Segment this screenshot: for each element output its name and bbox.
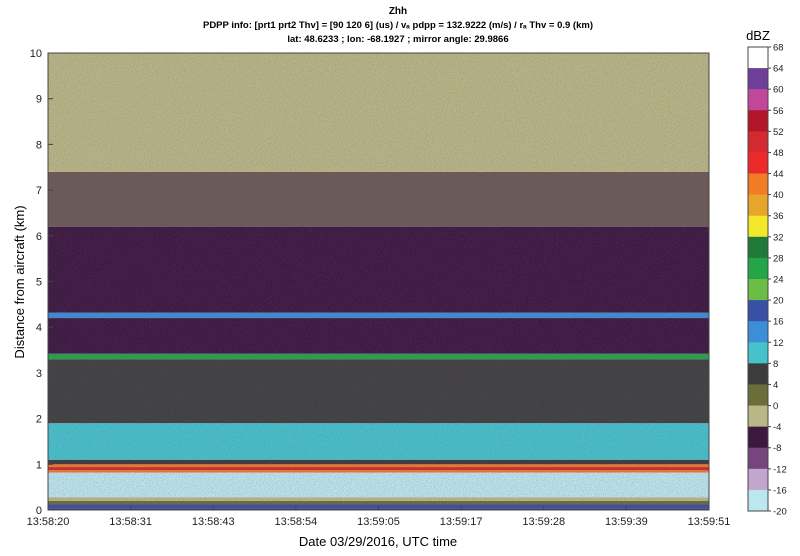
colorbar-tick-label: 16: [773, 317, 784, 328]
colorbar-swatch: [748, 300, 768, 322]
colorbar-swatch: [748, 131, 768, 153]
colorbar-tick-label: 60: [773, 85, 784, 96]
colorbar-swatch: [748, 68, 768, 90]
y-tick-label: 6: [36, 231, 42, 243]
colorbar-swatch: [748, 384, 768, 406]
y-tick-label: 8: [36, 139, 42, 151]
colorbar-swatch: [748, 279, 768, 301]
colorbar-swatch: [748, 47, 768, 69]
x-tick-label: 13:58:20: [27, 516, 70, 528]
colorbar-tick-label: -16: [773, 485, 787, 496]
colorbar-swatch: [748, 215, 768, 238]
colorbar-swatch: [748, 194, 768, 217]
colorbar-tick-label: -8: [773, 443, 781, 454]
colorbar-tick-label: -4: [773, 422, 781, 433]
y-tick-label: 3: [36, 368, 42, 380]
colorbar-tick-label: 8: [773, 359, 778, 370]
colorbar-tick-label: 24: [773, 275, 784, 286]
y-tick-label: 9: [36, 94, 42, 106]
y-tick-label: 0: [36, 505, 42, 517]
colorbar-swatch: [748, 257, 768, 280]
colorbar-tick-label: 32: [773, 232, 784, 243]
chart-title: Zhh: [389, 6, 407, 17]
y-tick-label: 2: [36, 414, 42, 426]
heatmap-texture: [48, 53, 709, 510]
x-axis-label: Date 03/29/2016, UTC time: [299, 534, 457, 549]
colorbar-tick-label: 4: [773, 380, 778, 391]
colorbar-swatch: [748, 363, 768, 385]
colorbar-swatch: [748, 342, 768, 364]
y-tick-label: 4: [36, 322, 42, 334]
colorbar-tick-label: -20: [773, 507, 787, 518]
y-tick-label: 1: [36, 459, 42, 471]
colorbar-swatch: [748, 173, 768, 195]
colorbar-swatch: [748, 110, 768, 132]
colorbar-tick-label: 28: [773, 253, 784, 264]
colorbar-swatch: [748, 468, 768, 491]
colorbar: 686460565248444036322824201612840-4-8-12…: [747, 43, 787, 518]
colorbar-swatch: [748, 89, 768, 111]
x-axis-ticks: 13:58:20 13:58:31 13:58:43 13:58:54 13:59:05…: [27, 505, 731, 528]
x-tick-label: 13:59:05: [357, 516, 400, 528]
colorbar-tick-label: 12: [773, 338, 784, 349]
colorbar-tick-label: 0: [773, 401, 778, 412]
y-tick-label: 10: [30, 48, 42, 60]
x-tick-label: 13:59:51: [688, 516, 731, 528]
chart-subtitle-1: PDPP info: [prt1 prt2 Thv] = [90 120 6] …: [203, 20, 593, 31]
colorbar-swatch: [748, 426, 768, 449]
chart-subtitle-2: lat: 48.6233 ; lon: -68.1927 ; mirror an…: [287, 34, 508, 45]
colorbar-tick-label: -12: [773, 464, 787, 475]
colorbar-tick-label: 56: [773, 106, 784, 117]
colorbar-swatch: [748, 152, 768, 174]
plot-area: [47, 52, 710, 511]
x-tick-label: 13:59:39: [605, 516, 648, 528]
x-tick-label: 13:58:54: [274, 516, 317, 528]
colorbar-swatch: [748, 405, 768, 427]
colorbar-tick-label: 20: [773, 296, 784, 307]
y-tick-label: 7: [36, 185, 42, 197]
colorbar-tick-label: 68: [773, 43, 784, 54]
colorbar-swatch: [748, 447, 768, 470]
x-tick-label: 13:58:43: [192, 516, 235, 528]
colorbar-swatch: [748, 321, 768, 343]
colorbar-swatch: [748, 489, 768, 512]
x-tick-label: 13:59:17: [440, 516, 483, 528]
y-tick-label: 5: [36, 277, 42, 289]
colorbar-tick-label: 36: [773, 211, 784, 222]
colorbar-tick-label: 44: [773, 169, 784, 180]
colorbar-tick-label: 48: [773, 148, 784, 159]
y-axis-ticks: 0 1 2 3 4 5 6 7 8 9 10: [30, 48, 53, 517]
colorbar-tick-label: 64: [773, 64, 784, 75]
x-tick-label: 13:59:28: [522, 516, 565, 528]
x-tick-label: 13:58:31: [109, 516, 152, 528]
colorbar-tick-label: 52: [773, 127, 784, 138]
colorbar-swatch: [748, 236, 768, 259]
y-axis-label: Distance from aircraft (km): [12, 205, 27, 358]
colorbar-tick-label: 40: [773, 190, 784, 201]
colorbar-label: dBZ: [746, 28, 770, 43]
